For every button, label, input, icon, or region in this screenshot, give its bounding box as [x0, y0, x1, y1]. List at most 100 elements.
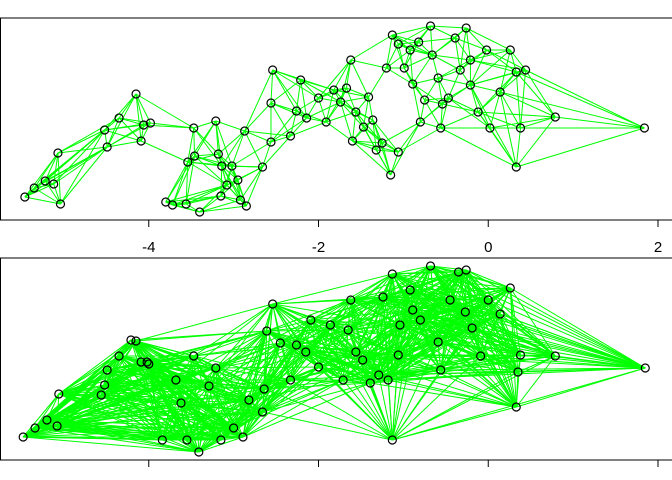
node [377, 138, 387, 148]
edge [424, 99, 442, 129]
node [381, 63, 392, 73]
node [436, 365, 446, 375]
node [347, 136, 358, 146]
edge [480, 355, 646, 369]
node [433, 73, 443, 83]
edge [388, 367, 646, 381]
edge [33, 187, 61, 205]
edge [165, 184, 227, 203]
edge [101, 367, 216, 396]
edge [470, 49, 487, 61]
edge [193, 330, 267, 357]
edge [318, 59, 352, 99]
edge [525, 69, 645, 129]
edge [44, 180, 61, 205]
node [216, 191, 226, 201]
edge [470, 59, 517, 73]
edge [392, 273, 646, 369]
edge [130, 339, 210, 387]
edge [465, 269, 511, 289]
edge [403, 41, 420, 69]
edge [150, 122, 194, 129]
edge [489, 116, 556, 129]
edge [101, 394, 263, 413]
edge [329, 324, 344, 381]
edge [555, 116, 645, 129]
edge [469, 84, 491, 129]
node [285, 131, 296, 141]
edge [56, 384, 105, 427]
edge [465, 311, 646, 369]
node [29, 183, 39, 193]
node [415, 315, 425, 325]
edge [185, 161, 189, 205]
edge [46, 339, 132, 421]
edge [56, 393, 60, 427]
edge [231, 141, 272, 167]
edge [398, 43, 433, 56]
node [145, 118, 156, 128]
edge [60, 129, 106, 205]
node [229, 423, 239, 433]
node [42, 415, 52, 425]
edge [186, 436, 243, 441]
node [467, 323, 477, 333]
edge [342, 379, 393, 441]
edge [180, 367, 217, 404]
edge [193, 127, 219, 155]
edge [101, 394, 244, 438]
edge [431, 54, 461, 71]
node [313, 362, 324, 372]
node [393, 147, 403, 157]
edge [272, 69, 297, 112]
edge [412, 287, 511, 311]
edge [318, 87, 347, 99]
edge [459, 49, 487, 71]
edge [270, 102, 291, 137]
edge [53, 129, 105, 185]
edge [515, 127, 522, 168]
node [343, 325, 353, 335]
node [358, 355, 368, 365]
node [405, 45, 415, 55]
edge [175, 379, 265, 390]
edge [350, 299, 380, 376]
node [285, 375, 296, 385]
edge [218, 130, 245, 155]
node [266, 137, 276, 147]
edge [418, 41, 433, 56]
edge [419, 265, 432, 321]
node [40, 176, 50, 186]
edge [185, 155, 196, 205]
edge [244, 102, 272, 132]
edge [215, 367, 291, 381]
node [291, 106, 302, 116]
edge [352, 140, 391, 176]
edge [58, 393, 200, 453]
edge [220, 165, 223, 197]
edge [118, 93, 137, 119]
edge [135, 93, 145, 126]
edge [465, 269, 646, 369]
edge [325, 87, 347, 123]
edge [33, 152, 59, 189]
edge [262, 135, 291, 168]
edge [310, 319, 393, 441]
edge [418, 25, 431, 43]
edge [296, 319, 312, 346]
edge [296, 299, 352, 346]
node [171, 375, 181, 385]
edge [510, 287, 646, 369]
node [55, 199, 66, 209]
node [425, 21, 436, 31]
node [455, 65, 465, 75]
node [473, 107, 483, 117]
node [126, 335, 136, 345]
edge [290, 344, 297, 381]
edge [465, 27, 471, 61]
edge [420, 97, 449, 123]
edge [193, 127, 196, 157]
edge [215, 120, 245, 132]
edge [279, 342, 291, 381]
edge [46, 419, 58, 427]
